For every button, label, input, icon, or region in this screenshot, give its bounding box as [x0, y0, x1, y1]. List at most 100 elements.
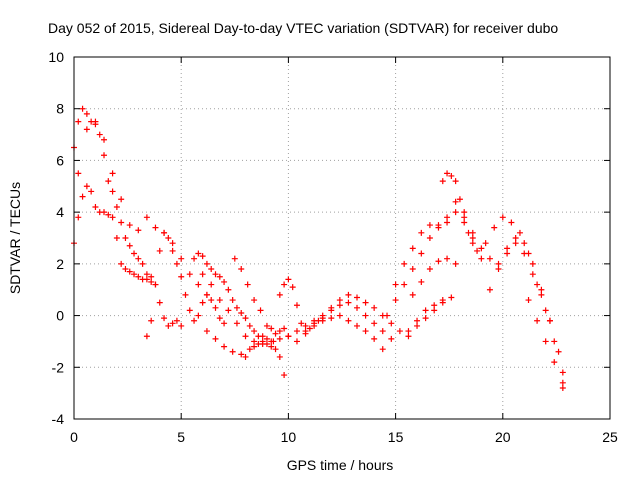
data-point	[122, 235, 129, 241]
data-point	[148, 317, 155, 324]
data-point	[263, 322, 270, 329]
data-point	[135, 273, 142, 280]
data-point	[405, 328, 412, 335]
data-point	[409, 266, 416, 273]
data-point	[238, 309, 245, 316]
data-point	[542, 307, 549, 314]
data-point	[396, 328, 403, 335]
series-track-2	[71, 183, 155, 285]
data-point	[336, 312, 343, 319]
data-point	[444, 170, 451, 177]
data-point	[328, 315, 335, 322]
data-point	[478, 245, 485, 252]
data-point	[173, 260, 180, 267]
data-point	[182, 291, 189, 298]
data-point	[208, 266, 215, 273]
data-point	[79, 105, 86, 112]
data-point	[302, 330, 309, 337]
data-point	[388, 335, 395, 342]
x-tick-label: 5	[177, 429, 185, 445]
data-point	[319, 315, 326, 322]
data-point	[244, 281, 251, 288]
data-point	[426, 222, 433, 229]
data-point	[401, 281, 408, 288]
data-point	[538, 286, 545, 293]
data-points	[71, 105, 566, 391]
data-point	[221, 343, 228, 350]
data-point	[143, 214, 150, 221]
data-point	[109, 214, 116, 221]
data-point	[231, 255, 238, 262]
data-point	[165, 322, 172, 329]
data-point	[422, 315, 429, 322]
data-point	[551, 338, 558, 345]
data-point	[272, 346, 279, 353]
data-point	[525, 250, 532, 257]
data-point	[126, 268, 133, 275]
data-point	[371, 335, 378, 342]
data-point	[75, 118, 82, 125]
data-point	[379, 328, 386, 335]
data-point	[482, 240, 489, 247]
data-point	[251, 338, 258, 345]
data-point	[534, 281, 541, 288]
data-point	[409, 245, 416, 252]
data-point	[426, 235, 433, 241]
data-point	[75, 214, 82, 221]
data-point	[221, 320, 228, 327]
series-track-14	[392, 198, 566, 391]
y-tick-label: 0	[56, 308, 64, 324]
y-tick-label: 6	[56, 152, 64, 168]
data-point	[345, 291, 352, 298]
data-point	[362, 299, 369, 306]
data-point	[388, 320, 395, 327]
data-point	[143, 333, 150, 340]
data-point	[238, 351, 245, 358]
data-point	[238, 266, 245, 273]
data-point	[126, 242, 133, 249]
data-point	[79, 193, 86, 200]
data-point	[101, 209, 108, 216]
data-point	[195, 281, 202, 288]
data-point	[435, 258, 442, 265]
data-point	[276, 335, 283, 342]
data-point	[516, 229, 523, 236]
data-point	[392, 281, 399, 288]
data-point	[559, 369, 566, 376]
data-point	[139, 260, 146, 267]
data-point	[508, 219, 515, 226]
data-point	[486, 286, 493, 293]
data-point	[83, 110, 90, 117]
data-point	[499, 214, 506, 221]
data-point	[135, 255, 142, 262]
data-point	[75, 170, 82, 177]
data-point	[242, 315, 249, 322]
data-point	[414, 322, 421, 329]
data-point	[251, 343, 258, 350]
data-point	[293, 302, 300, 309]
data-point	[345, 299, 352, 306]
data-point	[131, 250, 138, 257]
data-point	[281, 372, 288, 379]
data-point	[143, 271, 150, 278]
data-point	[165, 235, 172, 241]
data-point	[272, 330, 279, 337]
x-tick-label: 15	[388, 429, 404, 445]
y-tick-label: 10	[48, 49, 64, 65]
data-point	[461, 209, 468, 216]
data-point	[161, 315, 168, 322]
data-point	[469, 235, 476, 241]
series-track-17	[409, 255, 459, 298]
data-point	[169, 320, 176, 327]
y-tick-label: 2	[56, 256, 64, 272]
data-point	[178, 255, 185, 262]
data-point	[229, 348, 236, 355]
data-point	[251, 328, 258, 335]
data-point	[452, 260, 459, 267]
data-point	[311, 322, 318, 329]
series-track-19	[486, 235, 553, 324]
data-point	[293, 328, 300, 335]
series-track-6	[199, 271, 292, 348]
data-point	[276, 353, 283, 360]
